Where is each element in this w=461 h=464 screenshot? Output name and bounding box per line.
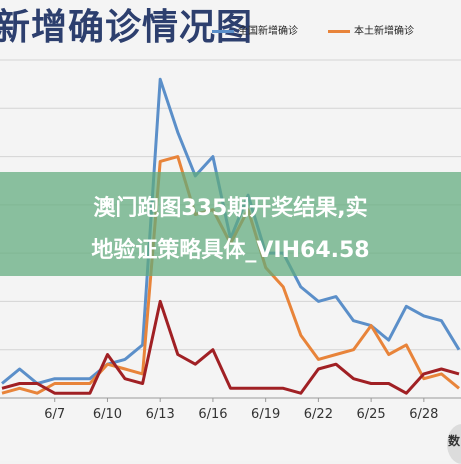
x-tick-label: 6/19 [251,407,280,422]
legend-item-local: 本土新增确诊 [328,22,414,42]
legend-swatch-local [328,29,350,33]
legend-item-national: 全国新增确诊 [212,22,298,42]
watermark-badge [447,424,461,464]
x-tick-label: 6/25 [357,407,386,422]
overlay-headline-line1: 澳门跑图335期开奖结果,实 [93,196,368,221]
chart-title: 新增确诊情况图 [0,7,254,48]
legend-swatch-national [212,29,234,33]
legend-label-national: 全国新增确诊 [238,26,298,37]
x-tick-label: 6/16 [198,407,227,422]
watermark-text: 数 [448,434,461,448]
overlay-banner [0,172,461,276]
x-tick-label: 6/28 [409,407,438,422]
x-tick-label: 6/7 [44,407,65,422]
tick-layer: 6/7 6/10 6/13 6/16 6/19 6/22 6/25 6/28 [44,398,438,422]
x-tick-label: 6/22 [304,407,333,422]
legend-label-local: 本土新增确诊 [354,26,414,37]
x-tick-label: 6/10 [93,407,122,422]
series-line-2 [1,299,460,395]
overlay-headline-line2: 地验证策略具体_VIH64.58 [91,238,370,263]
x-tick-label: 6/13 [146,407,175,422]
